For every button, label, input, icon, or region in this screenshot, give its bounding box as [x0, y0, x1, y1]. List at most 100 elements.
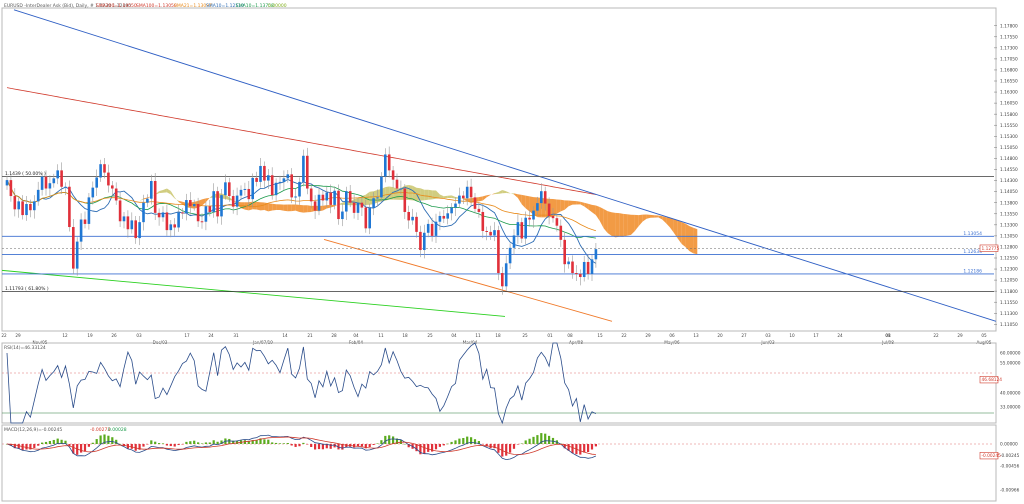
- rsi-y-tick-label: 55.00000: [1000, 361, 1021, 367]
- macd-histogram-bar: [493, 444, 496, 449]
- cloud-segment: [580, 201, 585, 207]
- macd-histogram-bar: [115, 439, 118, 444]
- x-tick-label: 25: [522, 333, 528, 338]
- macd-histogram-bar: [134, 444, 137, 451]
- y-tick-label: 1.13550: [1000, 211, 1018, 217]
- candle-body: [434, 221, 438, 236]
- macd-histogram-bar: [33, 444, 36, 449]
- candle-body: [150, 181, 153, 199]
- cloud-segment: [467, 198, 472, 203]
- macd-histogram-bar: [64, 440, 67, 444]
- macd-histogram-bar: [255, 439, 258, 444]
- candle-body: [36, 189, 40, 202]
- macd-histogram-bar: [87, 444, 90, 447]
- macd-histogram-bar: [540, 433, 543, 444]
- candles: [5, 146, 598, 295]
- macd-histogram-bar: [56, 438, 59, 444]
- y-tick-label: 1.17050: [1000, 56, 1018, 62]
- macd-histogram-bar: [130, 444, 133, 449]
- candle-body: [512, 235, 516, 248]
- cloud-segment: [611, 212, 616, 238]
- y-tick-label: 1.13800: [1000, 200, 1018, 206]
- rsi-panel: 60.00000 55.00000 40.00000 33.00000 46.68124: [2, 342, 1021, 425]
- candle-body: [29, 204, 32, 211]
- macd-histogram-bar: [251, 440, 254, 444]
- candle-body: [528, 217, 531, 220]
- cloud-segment: [510, 193, 514, 195]
- candle-body: [91, 187, 95, 198]
- macd-histogram-bar: [263, 439, 266, 444]
- candle-body: [516, 222, 520, 236]
- candle-body: [395, 179, 399, 189]
- candle-body: [64, 186, 67, 188]
- candle-body: [469, 186, 473, 198]
- candle-body: [419, 231, 422, 251]
- macd-histogram-bar: [356, 444, 360, 447]
- macd-histogram-bar: [95, 439, 98, 444]
- macd-histogram-bar: [325, 444, 328, 449]
- candle-body: [454, 203, 457, 208]
- price-header-indicator: SMA10=1.12510: [206, 3, 244, 9]
- macd-histogram-bar: [21, 444, 24, 451]
- cloud-segment: [646, 214, 651, 219]
- macd-histogram-bar: [259, 438, 262, 444]
- y-tick-label: 1.13050: [1000, 233, 1018, 239]
- cloud-segment: [568, 200, 573, 207]
- candle-body: [450, 207, 453, 214]
- candle-body: [165, 212, 169, 231]
- macd-histogram-bar: [99, 435, 102, 444]
- candle-body: [407, 211, 410, 221]
- y-tick-label: 1.15050: [1000, 145, 1018, 151]
- macd-histogram-bar: [29, 444, 32, 450]
- macd-histogram-bar: [138, 444, 141, 450]
- y-tick-label: 1.11800: [1000, 289, 1018, 295]
- candle-body: [79, 219, 83, 242]
- candle-body: [216, 191, 219, 217]
- cloud-segment: [139, 198, 144, 201]
- candle-body: [446, 213, 449, 219]
- candle-body: [17, 201, 20, 210]
- macd-histogram-bar: [236, 440, 239, 444]
- candle-body: [169, 224, 173, 231]
- cloud-segment: [268, 203, 273, 212]
- macd-y-tick-label: -0.00245: [1000, 453, 1020, 459]
- macd-histogram-bar: [532, 436, 535, 444]
- candle-body: [33, 201, 36, 211]
- horizontal-level-label: 1.12186: [963, 268, 982, 274]
- candle-body: [364, 207, 368, 229]
- macd-histogram-bar: [516, 444, 519, 445]
- cloud-segment: [163, 188, 167, 193]
- y-tick-label: 1.14800: [1000, 156, 1018, 162]
- candle-body: [563, 239, 566, 265]
- candle-body: [228, 182, 231, 197]
- cloud-segment: [174, 197, 179, 203]
- macd-panel-frame: [1, 424, 997, 502]
- macd-histogram-bar: [286, 442, 289, 444]
- candle-body: [103, 164, 106, 173]
- candle-body: [267, 175, 270, 181]
- candle-body: [130, 220, 134, 230]
- macd-histogram-bar: [37, 444, 40, 446]
- macd-histogram-bar: [407, 444, 410, 448]
- cloud-segment: [291, 204, 296, 212]
- cloud-segment: [478, 196, 483, 202]
- cloud-segment: [486, 194, 491, 198]
- candle-body: [360, 202, 364, 208]
- macd-histogram-bar: [590, 444, 594, 450]
- macd-histogram-bar: [200, 443, 204, 444]
- candle-body: [298, 181, 301, 197]
- cloud-segment: [525, 195, 530, 212]
- rsi-line: [6, 342, 597, 425]
- macd-histogram-bar: [298, 444, 301, 447]
- cloud-segment: [607, 211, 612, 236]
- candle-body: [368, 207, 371, 229]
- cloud-segment: [576, 201, 581, 205]
- candle-body: [138, 222, 141, 239]
- candle-body: [411, 216, 414, 221]
- macd-histogram-bar: [466, 436, 469, 444]
- cloud-segment: [365, 191, 370, 206]
- cloud-segment: [439, 194, 444, 199]
- y-tick-label: 1.16550: [1000, 79, 1018, 85]
